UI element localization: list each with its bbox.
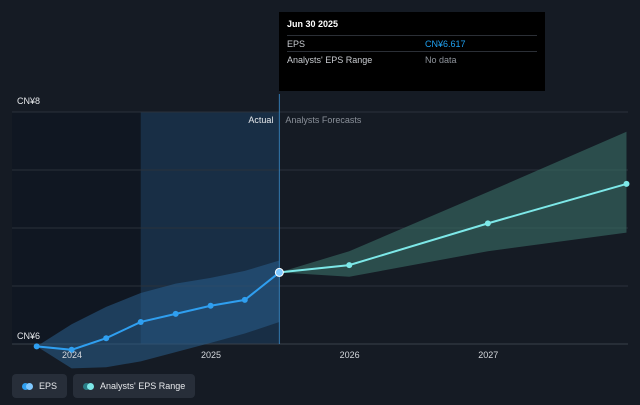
eps-legend-icon: [22, 382, 33, 390]
tooltip: Jun 30 2025 EPS CN¥6.617 Analysts' EPS R…: [279, 12, 545, 91]
x-tick-2025: 2025: [201, 350, 221, 360]
eps-point-3: [137, 318, 144, 325]
forecast-range-band: [279, 131, 627, 277]
legend-eps-label: EPS: [39, 381, 58, 391]
forecast-point-3: [623, 180, 630, 187]
forecast-point-1: [346, 262, 353, 269]
highlight-point: [274, 267, 284, 277]
x-tick-2027: 2027: [478, 350, 498, 360]
y-label-top: CN¥8: [17, 96, 40, 106]
eps-line: [36, 271, 280, 351]
legend-range-label: Analysts' EPS Range: [100, 381, 186, 391]
actual-annotation: Actual: [248, 115, 273, 125]
y-label-bottom: CN¥6: [17, 331, 40, 341]
tooltip-range-label: Analysts' EPS Range: [287, 55, 373, 65]
forecast-point-2: [484, 220, 491, 227]
x-tick-2026: 2026: [340, 350, 360, 360]
eps-point-6: [241, 296, 248, 303]
tooltip-range-value: No data: [425, 55, 457, 65]
tooltip-date: Jun 30 2025: [287, 19, 339, 29]
x-tick-2024: 2024: [62, 350, 82, 360]
forecast-line: [279, 182, 627, 274]
tooltip-row-eps: EPS CN¥6.617: [287, 35, 537, 51]
tooltip-eps-label: EPS: [287, 39, 306, 49]
legend-eps-button[interactable]: EPS: [12, 374, 68, 398]
eps-point-4: [172, 310, 179, 317]
range-legend-icon: [83, 382, 95, 390]
eps-point-5: [207, 302, 214, 309]
tooltip-row-range: Analysts' EPS Range No data: [287, 51, 537, 67]
legend-range-button[interactable]: Analysts' EPS Range: [73, 374, 196, 398]
eps-point-2: [103, 335, 110, 342]
eps-point-0: [33, 343, 40, 350]
forecast-annotation: Analysts Forecasts: [285, 115, 362, 125]
eps-point-1: [68, 346, 75, 353]
tooltip-eps-value: CN¥6.617: [425, 39, 466, 49]
legend: EPS Analysts' EPS Range: [12, 374, 196, 398]
